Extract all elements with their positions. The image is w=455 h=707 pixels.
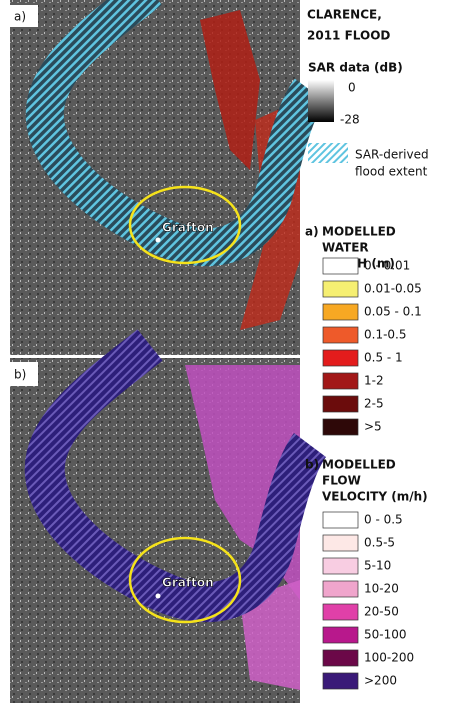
place-label: Grafton: [162, 221, 214, 235]
flood-extent-label: flood extent: [355, 165, 428, 179]
place-label: Grafton: [162, 576, 214, 590]
legend-swatch: [323, 304, 358, 320]
legend-label: 100-200: [364, 651, 414, 665]
flood-extent-swatch: [308, 143, 348, 163]
flood-extent-label: SAR-derived: [355, 148, 429, 162]
legend-swatch: [323, 581, 358, 597]
legend-swatch: [323, 281, 358, 297]
legend-label: >200: [364, 674, 397, 688]
legend-label: 0.5-5: [364, 536, 395, 550]
legend-title: WATER: [322, 241, 369, 255]
legend-label: 50-100: [364, 628, 407, 642]
panel-label: a): [14, 10, 26, 24]
sar-title: SAR data (dB): [308, 61, 403, 75]
legend-swatch: [323, 558, 358, 574]
legend-title: MODELLED: [322, 458, 396, 472]
title: CLARENCE,: [307, 8, 382, 22]
legend-swatch: [323, 327, 358, 343]
legend-label: 0.5 - 1: [364, 351, 403, 365]
legend-prefix: b): [305, 458, 319, 472]
legend-swatch: [323, 650, 358, 666]
legend-label: 2-5: [364, 397, 384, 411]
legend-label: 0.05 - 0.1: [364, 305, 422, 319]
legend-swatch: [323, 512, 358, 528]
map-panel-a: [10, 0, 310, 355]
legend-swatch: [323, 396, 358, 412]
title: 2011 FLOOD: [307, 29, 390, 43]
panel-label: b): [14, 368, 26, 382]
legend-title: FLOW: [322, 474, 361, 488]
sar-max: 0: [348, 81, 356, 95]
legend-label: 0 - 0.5: [364, 513, 403, 527]
legend-label: 0.01-0.05: [364, 282, 422, 296]
legend-swatch: [323, 627, 358, 643]
legend-swatch: [323, 419, 358, 435]
figure: a) Grafton b) Grafton CLARENCE, 2011 FLO…: [0, 0, 455, 703]
sar-min: -28: [340, 113, 360, 127]
sar-colorbar: [308, 80, 334, 122]
legend-swatch: [323, 604, 358, 620]
legend-swatch: [323, 535, 358, 551]
legend-swatch: [323, 350, 358, 366]
legend-title: VELOCITY (m/h): [322, 490, 428, 504]
legend-prefix: a): [305, 225, 319, 239]
legend-label: 0.1-0.5: [364, 328, 407, 342]
legend-swatch: [323, 373, 358, 389]
legend-swatch: [323, 673, 358, 689]
map-panel-b: [10, 345, 310, 703]
legend-label: 10-20: [364, 582, 399, 596]
legend-label: 5-10: [364, 559, 391, 573]
legend-label: 1-2: [364, 374, 384, 388]
legend-label: 0 - 0.01: [364, 259, 410, 273]
legend-swatch: [323, 258, 358, 274]
legend-label: 20-50: [364, 605, 399, 619]
legend-title: MODELLED: [322, 225, 396, 239]
legend-label: >5: [364, 420, 382, 434]
